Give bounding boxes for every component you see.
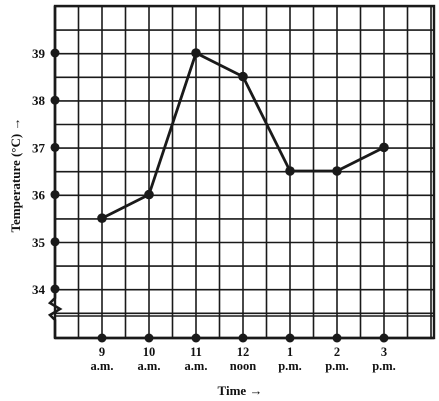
x-tick-label-bottom: noon [230, 359, 256, 373]
y-tick-label: 34 [32, 282, 46, 297]
x-tick-label-top: 9 [99, 345, 105, 359]
y-axis-ticks: 34 35 36 37 38 39 [32, 46, 60, 297]
y-tick-label: 39 [32, 46, 46, 61]
x-axis-title: Time → [218, 383, 263, 398]
x-tick-label-bottom: p.m. [278, 359, 302, 373]
y-axis-title: Temperature (°C) → [8, 118, 23, 233]
x-tick-label-top: 3 [381, 345, 387, 359]
x-tick-dot [285, 333, 295, 343]
y-tick-dot [50, 142, 60, 152]
data-point [332, 166, 342, 176]
data-point [97, 213, 107, 223]
y-tick-dot [50, 284, 60, 294]
x-tick-label-top: 12 [237, 345, 250, 359]
y-tick-dot [50, 237, 60, 247]
x-tick-label-top: 10 [143, 345, 156, 359]
x-tick-dot [191, 333, 201, 343]
data-point [379, 142, 389, 153]
data-point [238, 71, 248, 82]
y-tick-dot [50, 190, 60, 200]
y-tick-label: 35 [32, 235, 46, 250]
chart-grid [53, 4, 436, 340]
x-tick-dot [97, 333, 107, 343]
x-tick-dot [144, 333, 154, 343]
y-axis-break [47, 6, 63, 338]
x-tick-label-top: 11 [190, 345, 202, 359]
data-point [191, 48, 201, 58]
x-tick-dot [238, 333, 248, 343]
x-tick-label-bottom: p.m. [372, 359, 396, 373]
x-tick-dot [332, 333, 342, 343]
y-tick-label: 38 [32, 93, 46, 108]
chart-series [97, 48, 389, 223]
x-tick-dot [379, 333, 389, 343]
x-tick-label-bottom: a.m. [185, 359, 208, 373]
x-tick-label-top: 2 [334, 345, 340, 359]
x-tick-label-top: 1 [287, 345, 293, 359]
data-point [285, 166, 295, 176]
x-tick-label-bottom: p.m. [325, 359, 349, 373]
y-tick-dot [50, 95, 60, 105]
y-tick-dot [50, 48, 60, 58]
data-point [144, 189, 154, 200]
y-tick-label: 36 [32, 188, 46, 203]
x-tick-label-bottom: a.m. [91, 359, 114, 373]
y-tick-label: 37 [32, 140, 46, 155]
x-tick-label-bottom: a.m. [138, 359, 161, 373]
